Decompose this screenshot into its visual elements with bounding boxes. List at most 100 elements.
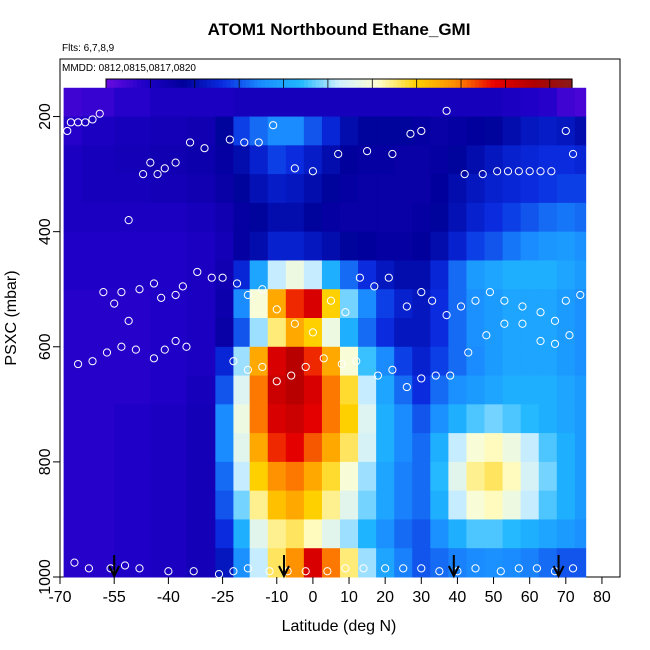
- observation-marker: [525, 167, 534, 176]
- heatmap-cell: [81, 174, 115, 204]
- observation-marker: [478, 170, 487, 179]
- x-axis-label: Latitude (deg N): [282, 618, 397, 635]
- heatmap-cell: [215, 404, 234, 434]
- heatmap-cell: [448, 548, 467, 578]
- x-tick-label: -55: [103, 589, 126, 606]
- heatmap-cell: [520, 260, 540, 290]
- heatmap-cell: [538, 145, 558, 175]
- heatmap-cell: [556, 318, 576, 348]
- heatmap-cell: [412, 174, 431, 204]
- heatmap-cell: [484, 202, 504, 233]
- observation-marker: [146, 158, 155, 167]
- heatmap-cell: [150, 318, 187, 348]
- heatmap-cell: [502, 202, 522, 233]
- heatmap-cell: [574, 87, 587, 118]
- x-tick-label: 80: [593, 589, 611, 606]
- observation-marker: [514, 167, 523, 176]
- heatmap-cell: [150, 404, 187, 434]
- y-tick-label: 400: [37, 218, 54, 245]
- observation-marker: [182, 342, 191, 351]
- heatmap-cell: [63, 174, 83, 204]
- heatmap-cell: [502, 490, 522, 520]
- heatmap-cell: [150, 202, 187, 233]
- heatmap-cell: [358, 174, 377, 204]
- heatmap-cell: [538, 318, 558, 348]
- observation-marker: [319, 354, 328, 363]
- heatmap-cell: [63, 145, 83, 175]
- heatmap-cell: [574, 318, 587, 348]
- heatmap-cell: [249, 490, 269, 520]
- heatmap-cell: [233, 87, 251, 118]
- heatmap-cell: [303, 318, 323, 348]
- heatmap-cell: [285, 433, 305, 463]
- observation-marker: [471, 296, 480, 305]
- observation-marker: [547, 167, 556, 176]
- heatmap-cell: [430, 519, 449, 549]
- observation-marker: [518, 319, 527, 328]
- heatmap-cell: [114, 231, 151, 261]
- heatmap-cell: [321, 231, 341, 261]
- heatmap-cell: [484, 346, 504, 377]
- heatmap-cell: [285, 260, 305, 290]
- heatmap-cell: [150, 260, 187, 290]
- observation-marker: [149, 354, 159, 363]
- observation-marker: [254, 138, 263, 147]
- heatmap-cell: [538, 116, 558, 146]
- heatmap-cell: [321, 318, 341, 348]
- heatmap-cell: [430, 87, 449, 118]
- heatmap-cell: [574, 346, 587, 377]
- heatmap-cell: [267, 490, 287, 520]
- observation-marker: [149, 279, 159, 288]
- heatmap-cell: [412, 519, 431, 549]
- heatmap-cell: [340, 116, 359, 146]
- observation-marker: [139, 170, 148, 179]
- heatmap-cell: [448, 375, 467, 405]
- observation-marker: [117, 288, 126, 297]
- heatmap-cell: [358, 145, 377, 175]
- heatmap-cell: [63, 260, 83, 290]
- heatmap-cell: [81, 318, 115, 348]
- observation-marker: [337, 359, 346, 369]
- observation-marker: [446, 371, 455, 380]
- observation-marker: [171, 158, 180, 167]
- heatmap-cell: [303, 116, 323, 146]
- observation-marker: [518, 302, 527, 311]
- heatmap-cell: [466, 260, 486, 290]
- heatmap-cell: [430, 145, 449, 175]
- heatmap-cell: [321, 490, 341, 520]
- heatmap-cell: [394, 87, 413, 118]
- heatmap-cell: [520, 404, 540, 434]
- heatmap-cell: [340, 260, 359, 290]
- observation-marker: [185, 138, 195, 147]
- heatmap-cell: [376, 116, 395, 146]
- observation-marker: [308, 167, 317, 176]
- observation-marker: [536, 336, 545, 346]
- heatmap-cell: [466, 145, 486, 175]
- heatmap-cell: [249, 461, 269, 492]
- heatmap-cell: [114, 461, 151, 492]
- heatmap-cell: [63, 490, 83, 520]
- observation-marker: [355, 273, 364, 282]
- heatmap-cell: [267, 231, 287, 261]
- observation-marker: [135, 564, 144, 573]
- heatmap-cell: [412, 260, 431, 290]
- flight-arrows: [108, 555, 565, 579]
- observation-marker: [153, 170, 162, 179]
- heatmap-cell: [466, 490, 486, 520]
- heatmap-cell: [466, 346, 486, 377]
- y-axis: 200 400 600 800 1000: [37, 103, 60, 595]
- heatmap-cell: [556, 202, 576, 233]
- heatmap-cell: [448, 519, 467, 549]
- heatmap-cell: [186, 318, 216, 348]
- heatmap-cell: [285, 145, 305, 175]
- heatmap-cell: [358, 116, 377, 146]
- heatmap-cell: [150, 490, 187, 520]
- heatmap-cell: [186, 289, 216, 319]
- heatmap-cell: [340, 87, 359, 118]
- heatmap-cell: [340, 145, 359, 175]
- heatmap-cell: [150, 519, 187, 549]
- observation-marker: [131, 345, 140, 354]
- heatmap-cell: [394, 375, 413, 405]
- observation-marker: [269, 121, 278, 130]
- observation-marker: [493, 167, 502, 176]
